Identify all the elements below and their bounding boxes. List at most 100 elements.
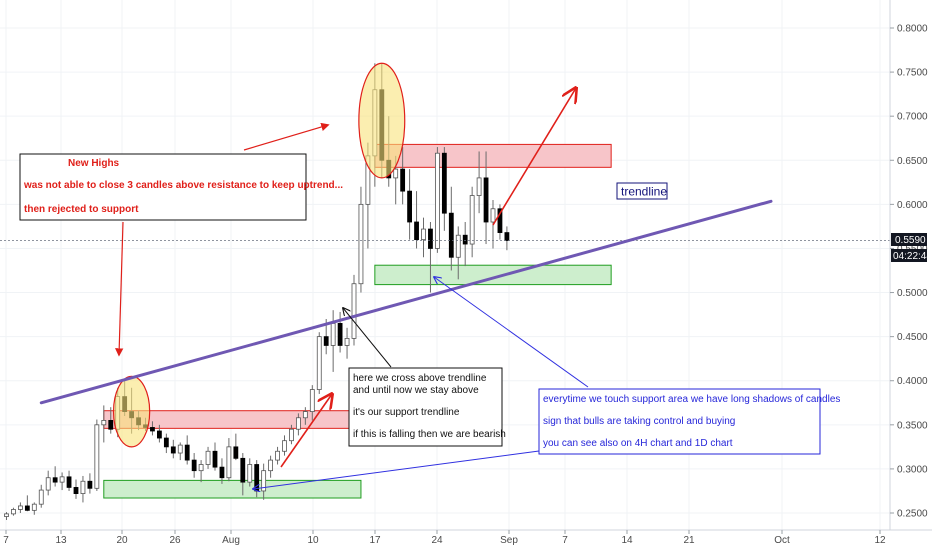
candle-bearish (323, 336, 329, 346)
candle-bearish (240, 457, 246, 483)
price-tick-label: 0.4500 (897, 332, 928, 343)
price-tick-label: 0.7500 (897, 68, 928, 79)
price-tick-label: 0.5000 (897, 288, 928, 299)
price-axis[interactable]: 0.80000.75000.70000.65000.60000.55000.50… (890, 24, 928, 520)
candle-bearish (448, 212, 454, 258)
candle-bullish (247, 464, 253, 483)
annotation-line: here we cross above trendline (353, 373, 487, 384)
candle-bearish (108, 420, 114, 430)
annotation-box-black[interactable] (348, 367, 503, 447)
price-tick-label: 0.8000 (897, 24, 928, 35)
candle-bullish (455, 234, 461, 258)
candle-bullish (11, 509, 16, 515)
time-tick-label: 14 (621, 535, 633, 546)
candle-bearish (428, 228, 433, 249)
blue-arrow-to-old-support (253, 450, 540, 489)
candle-bullish (295, 417, 301, 430)
candle-bearish (504, 232, 510, 241)
last-price-tag (891, 233, 927, 246)
countdown-tag (891, 249, 927, 262)
time-tick-label: 17 (369, 535, 381, 546)
trendline-group[interactable] (39, 199, 773, 405)
candle-bullish (17, 505, 23, 510)
price-tick-label: 0.6000 (897, 200, 928, 211)
candle-bearish (191, 459, 197, 472)
black-arrow-to-cross (343, 308, 392, 368)
candle-bullish (302, 411, 308, 419)
candle-bullish (226, 446, 232, 479)
annotation-line: if this is falling then we are bearish (353, 429, 506, 440)
price-tick-label: 0.3500 (897, 420, 928, 431)
time-tick-label: 7 (3, 535, 9, 546)
annotation-box-red[interactable] (19, 153, 307, 221)
time-axis[interactable]: 7 13 20 26 Aug 10 17 24 Sep 7 14 21 Oct 12 (3, 530, 886, 546)
trendline-label: trendline (621, 185, 667, 199)
candle-bullish (59, 476, 65, 483)
candle-bullish (469, 195, 475, 245)
red-arrow-projection (492, 88, 576, 226)
candle-bullish (309, 389, 315, 412)
candle-bullish (38, 489, 44, 505)
candle-bearish (483, 177, 489, 223)
time-tick-label: 20 (116, 535, 128, 546)
time-tick-label: 21 (683, 535, 695, 546)
countdown-value: 04:22:44 (893, 251, 932, 262)
candle-bullish (490, 208, 496, 223)
annotation-new-highs[interactable]: New Highs was not able to close 3 candle… (19, 153, 343, 221)
annotation-line: was not able to close 3 candles above re… (23, 180, 343, 191)
time-tick-label: Sep (500, 535, 518, 546)
blue-arrow-to-support (434, 277, 589, 388)
annotation-title: New Highs (68, 158, 120, 169)
annotation-line: sign that bulls are taking control and b… (543, 416, 735, 427)
candle-bearish (441, 152, 447, 214)
candle-bullish (344, 337, 350, 346)
candle-bearish (219, 466, 225, 479)
candle-bullish (476, 177, 482, 196)
red-arrow-to-first-high (115, 221, 124, 357)
annotation-cross-trendline[interactable]: here we cross above trendline and until … (348, 367, 506, 447)
annotation-box-blue[interactable] (538, 388, 821, 455)
annotation-line: everytime we touch support area we have … (543, 394, 840, 405)
candle-bearish (163, 437, 169, 448)
candle-bullish (434, 152, 440, 249)
annotation-line: then rejected to support (24, 204, 139, 215)
candle-bullish (94, 424, 100, 489)
highlight-ellipse (358, 62, 406, 179)
candle-bullish (316, 336, 322, 390)
candle-bearish (400, 168, 406, 192)
candle-bullish (101, 420, 107, 426)
annotation-support-shadows[interactable]: everytime we touch support area we have … (538, 388, 840, 455)
red-arrow-breakout (280, 394, 332, 468)
candle-bearish (212, 450, 218, 468)
resistance-zone (374, 143, 612, 168)
time-tick-label: 24 (431, 535, 443, 546)
price-tick-label: 0.6500 (897, 156, 928, 167)
candle-bullish (4, 513, 9, 517)
time-tick-label: 26 (169, 535, 181, 546)
candle-bullish (330, 323, 336, 346)
candle-bearish (73, 487, 79, 495)
candle-bearish (337, 323, 343, 346)
candle-bearish (407, 190, 413, 223)
trendline (39, 199, 773, 405)
time-tick-label: 7 (562, 535, 568, 546)
candle-bullish (358, 203, 364, 285)
candle-bearish (87, 480, 93, 489)
candle-bearish (24, 505, 30, 511)
trendline-label-box[interactable] (616, 182, 668, 200)
price-zones (103, 143, 612, 499)
candle-bearish (233, 446, 239, 459)
candle-bearish (52, 477, 58, 483)
candle-bullish (198, 464, 204, 472)
candle-bullish (351, 283, 357, 339)
candle-bearish (462, 234, 468, 245)
candle-bullish (31, 503, 37, 511)
candle-bearish (156, 430, 162, 439)
candle-bearish (184, 444, 190, 461)
highlight-ellipses (112, 62, 406, 448)
annotation-line: and until now we stay above (353, 385, 479, 396)
annotation-line: you can see also on 4H chart and 1D char… (543, 438, 733, 449)
price-tick-label: 0.4000 (897, 376, 928, 387)
